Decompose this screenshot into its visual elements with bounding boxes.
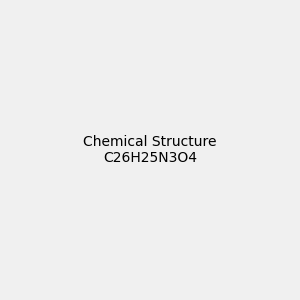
Text: Chemical Structure
C26H25N3O4: Chemical Structure C26H25N3O4	[83, 135, 217, 165]
